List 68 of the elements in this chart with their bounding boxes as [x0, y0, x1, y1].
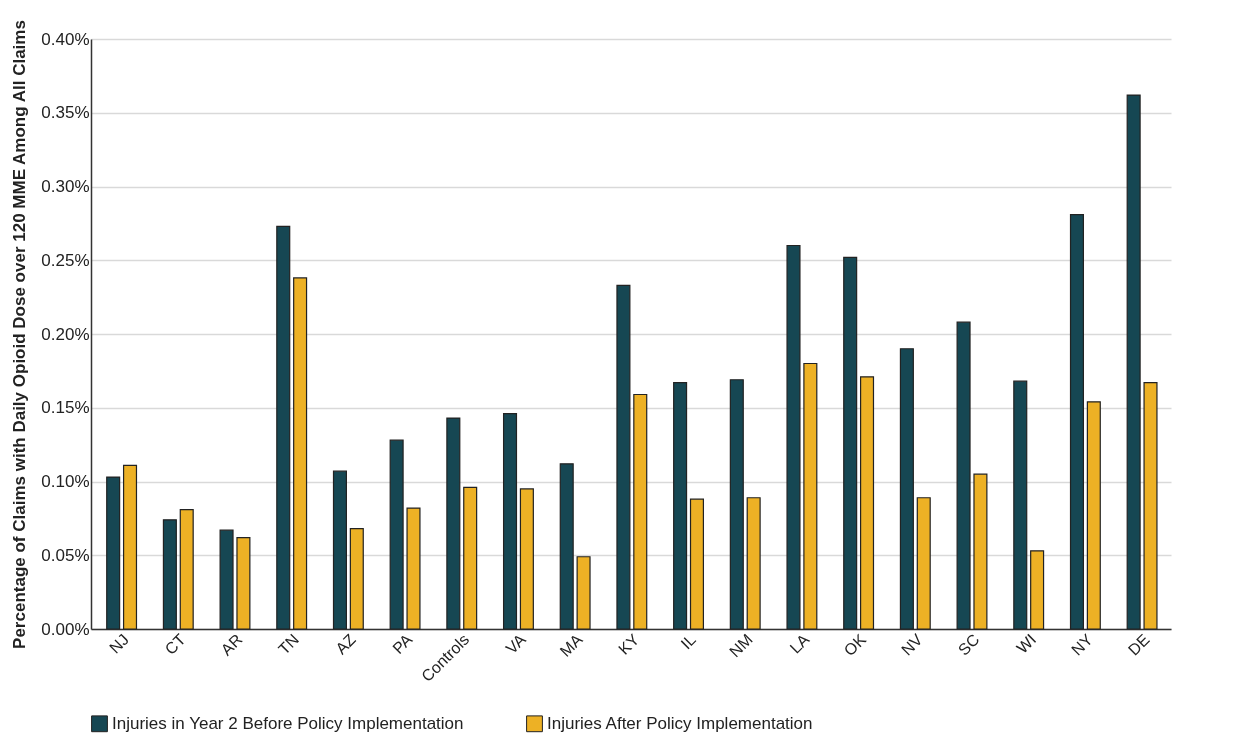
- x-tick-label: CT: [161, 630, 189, 658]
- bar: [843, 256, 858, 630]
- bar: [1013, 380, 1028, 630]
- y-tick-label: 0.25%: [41, 250, 90, 270]
- x-tick-label: WI: [1013, 630, 1040, 657]
- x-tick-label: MA: [556, 630, 586, 660]
- x-tick-label: LA: [786, 630, 813, 657]
- x-tick-label: SC: [954, 630, 983, 659]
- y-tick-label: 0.10%: [41, 472, 90, 491]
- x-tick-label: NY: [1068, 630, 1097, 659]
- bar: [803, 362, 818, 630]
- bar: [729, 379, 744, 630]
- legend-label: Injuries in Year 2 Before Policy Implementation: [112, 713, 464, 733]
- bar: [406, 507, 421, 630]
- bar: [899, 348, 914, 630]
- y-axis-title: Percentage of Claims with Daily Opioid Dose over 120 MME Among All Claims: [10, 20, 30, 649]
- x-tick-label: TN: [275, 630, 303, 658]
- x-tick-label: NM: [726, 630, 756, 661]
- legend-label: Injuries After Policy Implementation: [547, 713, 813, 733]
- bar: [463, 486, 478, 630]
- bar: [389, 439, 404, 630]
- y-tick-label: 0.30%: [41, 177, 90, 196]
- bar: [1086, 401, 1101, 630]
- bar: [859, 376, 875, 630]
- bar: [559, 463, 574, 630]
- bar: [1069, 213, 1085, 630]
- bar: [219, 529, 234, 630]
- bar: [1126, 94, 1141, 630]
- y-tick-label: 0.05%: [41, 545, 90, 565]
- bar: [689, 498, 705, 630]
- bar: [349, 528, 364, 630]
- bar: [786, 244, 801, 630]
- x-tick-label: DE: [1124, 630, 1153, 659]
- bar: [673, 382, 688, 630]
- bar: [1143, 382, 1158, 630]
- y-tick-label: 0.35%: [41, 103, 90, 123]
- y-tick-label: 0.20%: [41, 324, 90, 344]
- x-tick-label: PA: [389, 630, 416, 658]
- y-tick-label: 0.15%: [41, 398, 90, 418]
- x-tick-label: AZ: [332, 630, 359, 658]
- bar: [276, 225, 291, 630]
- bar: [956, 321, 971, 630]
- bar: [236, 536, 251, 630]
- bar: [633, 393, 648, 630]
- bar: [916, 497, 931, 630]
- x-tick-label: NJ: [106, 630, 133, 657]
- bar: [162, 519, 177, 630]
- bar: [122, 464, 138, 630]
- x-tick-label: IL: [677, 630, 700, 653]
- y-tick-label: 0.40%: [41, 29, 90, 49]
- bar: [973, 473, 988, 630]
- bar: [332, 470, 347, 630]
- bar: [1030, 550, 1045, 630]
- bar: [519, 488, 534, 630]
- x-tick-label: AR: [217, 630, 246, 659]
- x-tick-label: KY: [615, 630, 643, 658]
- bar: [446, 417, 461, 630]
- x-tick-label: NV: [898, 630, 926, 659]
- bar: [179, 508, 194, 630]
- bar: [746, 497, 761, 630]
- bar: [616, 284, 631, 630]
- x-tick-label: OK: [840, 630, 870, 660]
- bar: [293, 277, 308, 630]
- x-tick-label: VA: [502, 630, 530, 658]
- bar: [502, 413, 518, 630]
- bar: [106, 476, 121, 630]
- y-tick-label: 0.00%: [41, 619, 90, 639]
- bar: [576, 556, 591, 630]
